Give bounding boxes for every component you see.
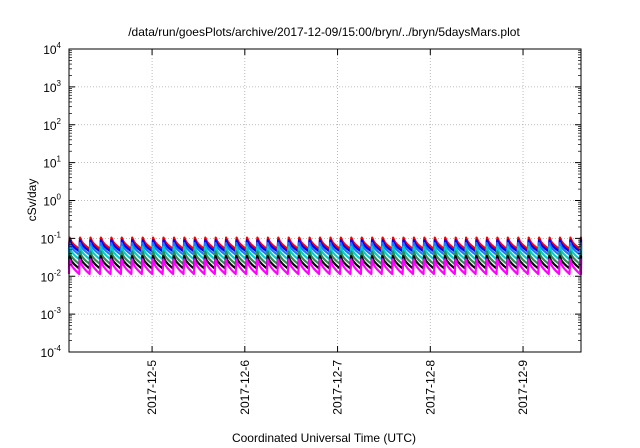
ticks	[69, 48, 581, 353]
series-group	[67, 236, 583, 276]
series-line-3	[67, 242, 583, 256]
x-tick-label: 2017-12-9	[516, 360, 530, 415]
x-tick-label: 2017-12-7	[331, 360, 345, 415]
y-tick-label: 102	[43, 117, 61, 133]
y-tick-label: 101	[43, 155, 61, 171]
chart-title: /data/run/goesPlots/archive/2017-12-09/1…	[128, 25, 520, 39]
series-line-5	[67, 250, 583, 266]
x-tick-label: 2017-12-6	[238, 360, 252, 415]
y-tick-labels: 10-4 10-3 10-2 10-1 100 101 102 103 104	[41, 41, 62, 360]
y-tick-label: 100	[43, 193, 61, 209]
x-tick-labels: 2017-12-5 2017-12-6 2017-12-7 2017-12-8 2017…	[145, 360, 530, 415]
y-tick-label: 104	[43, 41, 61, 57]
y-tick-label: 10-2	[41, 268, 62, 284]
y-axis-label: cSv/day	[25, 179, 39, 222]
x-tick-label: 2017-12-8	[423, 360, 437, 415]
series-line-4	[67, 245, 583, 261]
series-line-1	[67, 236, 583, 251]
series-line-7	[67, 258, 583, 276]
series-line-2	[67, 239, 583, 253]
y-tick-label: 10-4	[41, 344, 62, 360]
grid	[69, 49, 581, 352]
y-tick-label: 103	[43, 79, 61, 95]
x-axis-label: Coordinated Universal Time (UTC)	[232, 431, 416, 445]
y-tick-label: 10-3	[41, 306, 62, 322]
series-line-6	[67, 255, 583, 270]
x-tick-label: 2017-12-5	[145, 360, 159, 415]
y-tick-label: 10-1	[41, 230, 62, 246]
